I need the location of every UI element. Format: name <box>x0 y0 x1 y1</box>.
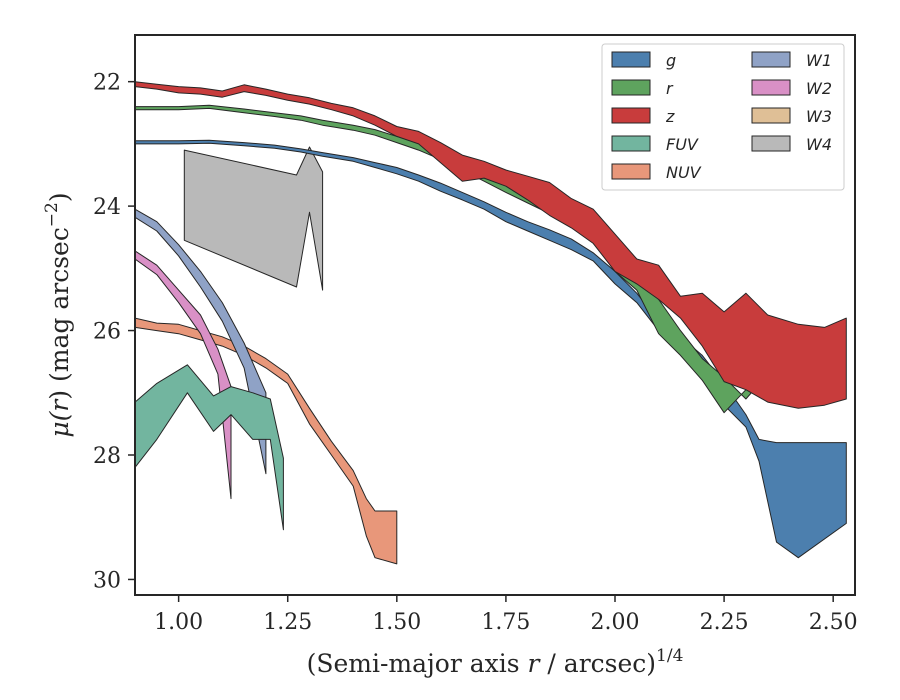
x-tick-label: 2.00 <box>591 610 640 635</box>
legend-label-w1: W1 <box>806 51 832 70</box>
legend-swatch-z <box>611 107 651 124</box>
legend-swatch-r <box>611 79 651 96</box>
legend: grz FUV NUV W1 W2 W3 W4 <box>601 43 845 191</box>
y-axis-label: μ(r) (mag arcsec−2) <box>42 192 74 437</box>
y-axis: 22 24 26 28 30 <box>93 71 135 593</box>
legend-label-g: g <box>666 51 676 70</box>
band-w2 <box>135 250 232 500</box>
x-tick-label: 1.75 <box>481 610 530 635</box>
y-tick-label: 26 <box>93 320 121 345</box>
legend-swatch-w4 <box>751 135 791 152</box>
legend-label-nuv: NUV <box>666 163 702 182</box>
legend-label-w2: W2 <box>806 79 832 98</box>
legend-swatch-w3 <box>751 107 791 124</box>
legend-swatch-g <box>611 51 651 68</box>
plot-frame <box>134 34 856 596</box>
legend-label-r: r <box>666 79 674 98</box>
legend-swatch-fuv <box>611 135 651 152</box>
x-tick-label: 1.25 <box>263 610 312 635</box>
band-fuv <box>135 364 284 531</box>
legend-swatch-w2 <box>751 79 791 96</box>
legend-label-z: z <box>665 107 675 126</box>
band-w4 <box>183 146 324 291</box>
legend-label-w4: W4 <box>806 135 832 154</box>
legend-label-fuv: FUV <box>666 135 699 154</box>
x-tick-label: 1.00 <box>154 610 203 635</box>
plot-area <box>135 81 847 565</box>
x-tick-label: 1.50 <box>372 610 421 635</box>
legend-swatch-nuv <box>611 163 651 180</box>
x-axis: 1.00 1.25 1.50 1.75 2.00 2.25 2.50 <box>154 595 858 635</box>
y-tick-label: 24 <box>93 195 121 220</box>
y-tick-label: 22 <box>93 71 121 96</box>
legend-swatch-w1 <box>751 51 791 68</box>
y-tick-label: 30 <box>93 568 121 593</box>
band-z <box>135 81 847 409</box>
x-axis-label: (Semi-major axis r / arcsec)1/4 <box>307 646 684 678</box>
band-g <box>135 139 847 559</box>
y-tick-label: 28 <box>93 444 121 469</box>
band-w1 <box>135 208 267 475</box>
legend-label-w3: W3 <box>806 107 832 126</box>
x-tick-label: 2.25 <box>700 610 749 635</box>
x-tick-label: 2.50 <box>809 610 858 635</box>
